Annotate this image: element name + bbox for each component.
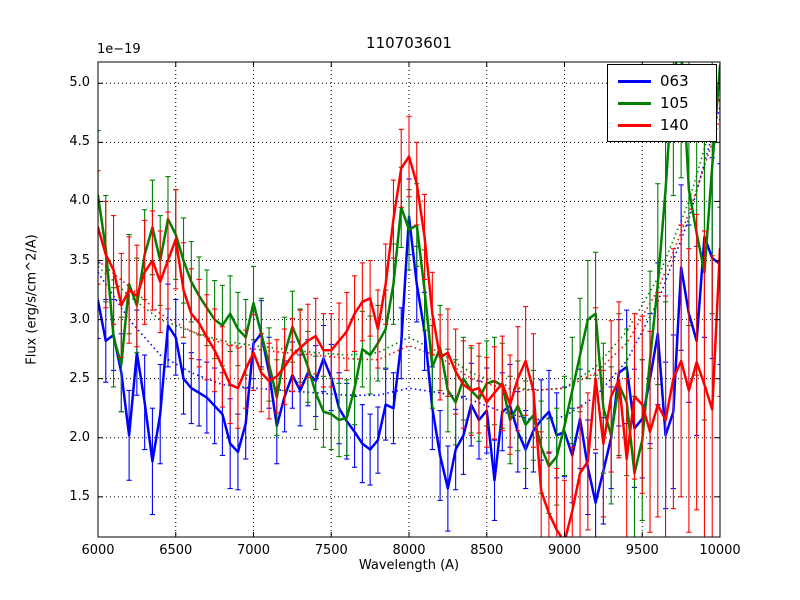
plot-contents	[98, 62, 720, 537]
legend: 063 105 140	[607, 64, 717, 142]
y-tick-label: 3.0	[69, 311, 90, 327]
legend-line-swatch-blue	[618, 79, 651, 83]
series-line-105	[98, 62, 720, 475]
x-tick-label: 6000	[81, 543, 115, 558]
y-tick-label: 2.5	[69, 370, 90, 386]
x-tick-label: 10000	[699, 543, 741, 558]
model-curve-105-model	[98, 94, 720, 392]
legend-item-105: 105	[618, 92, 708, 114]
x-tick-label: 7000	[236, 543, 271, 558]
y-tick-label: 5.0	[69, 75, 90, 91]
x-axis-label: Wavelength (A)	[358, 558, 460, 573]
y-tick-label: 4.5	[69, 134, 90, 150]
legend-line-swatch-red	[618, 123, 651, 127]
y-tick-label: 1.5	[69, 488, 90, 504]
plot-title: 110703601	[366, 34, 452, 52]
y-axis-offset-label: 1e−19	[97, 42, 141, 57]
axes-border	[97, 61, 721, 538]
x-tick-label: 9500	[625, 543, 659, 558]
x-tick-label: 8000	[392, 543, 426, 558]
model-curve-063-model	[98, 106, 720, 421]
y-tick-label: 3.5	[69, 252, 90, 268]
legend-line-swatch-green	[618, 101, 651, 105]
legend-label: 140	[660, 116, 689, 134]
series-line-140	[98, 155, 720, 537]
legend-label: 063	[660, 72, 689, 90]
x-tick-label: 7500	[314, 543, 348, 558]
x-tick-label: 8500	[470, 543, 504, 558]
y-axis-label: Flux (erg/s/cm^2/A)	[24, 234, 40, 365]
legend-item-140: 140	[618, 114, 708, 136]
y-tick-label: 4.0	[69, 193, 90, 209]
x-tick-label: 6500	[159, 543, 193, 558]
y-tick-label: 2.0	[69, 429, 90, 445]
legend-label: 105	[660, 94, 689, 112]
x-tick-label: 9000	[547, 543, 582, 558]
legend-item-063: 063	[618, 70, 708, 92]
